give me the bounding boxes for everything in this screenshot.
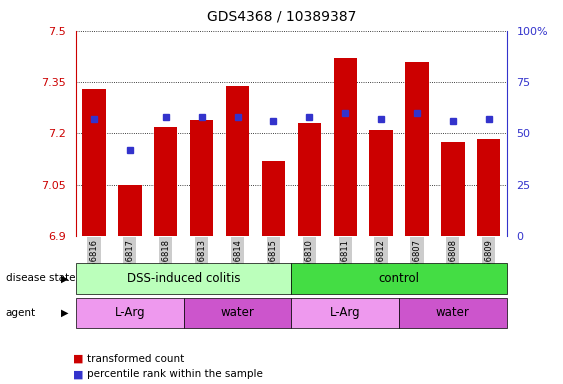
Text: L-Arg: L-Arg [330,306,360,319]
Bar [298,123,321,236]
Bar [154,127,177,236]
Text: ■: ■ [73,354,84,364]
Text: L-Arg: L-Arg [114,306,145,319]
Text: control: control [378,272,419,285]
Bar [226,86,249,236]
Text: ▶: ▶ [61,273,69,283]
Bar [82,89,106,236]
Bar [262,161,285,236]
Text: DSS-induced colitis: DSS-induced colitis [127,272,240,285]
Text: ▶: ▶ [61,308,69,318]
Bar [369,130,393,236]
Text: percentile rank within the sample: percentile rank within the sample [87,369,263,379]
Text: ■: ■ [73,369,84,379]
Bar [190,120,213,236]
Bar [405,61,428,236]
Text: agent: agent [6,308,36,318]
Text: water: water [221,306,254,319]
Text: disease state: disease state [6,273,75,283]
Text: transformed count: transformed count [87,354,185,364]
Bar [333,58,357,236]
Text: water: water [436,306,470,319]
Text: GDS4368 / 10389387: GDS4368 / 10389387 [207,10,356,23]
Bar [477,139,501,236]
Bar [118,185,141,236]
Bar [441,142,464,236]
